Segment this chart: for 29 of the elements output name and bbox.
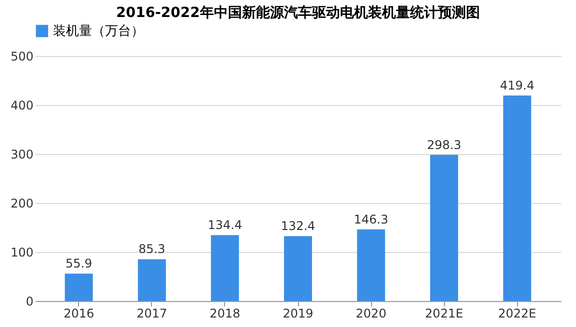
x-tick-label: 2018	[210, 306, 240, 320]
bar	[210, 235, 239, 301]
legend-label: 装机量（万台）	[53, 24, 144, 39]
y-tick-label: 200	[10, 196, 34, 210]
x-tick-label: 2022E	[498, 306, 536, 320]
y-tick-label: 500	[10, 50, 34, 64]
x-tick-label: 2017	[136, 306, 168, 320]
data-label: 55.9	[65, 256, 92, 271]
x-tick-label: 2020	[356, 306, 386, 320]
y-tick-label: 100	[10, 246, 34, 260]
data-label: 298.3	[426, 138, 462, 152]
chart-title: 2016-2022年中国新能源汽车驱动电机装机量统计预测图	[116, 4, 480, 21]
bar	[357, 229, 386, 301]
bar	[284, 236, 312, 301]
data-label: 146.3	[354, 212, 388, 226]
bar	[430, 154, 458, 301]
x-tick-label: 2021E	[425, 306, 464, 320]
data-label: 132.4	[280, 219, 316, 234]
x-tick-label: 2016	[64, 306, 94, 320]
bar	[503, 95, 532, 301]
y-tick-label: 400	[10, 98, 34, 112]
y-tick-label: 300	[10, 148, 34, 162]
x-tick-label: 2019	[282, 306, 314, 320]
data-label: 419.4	[500, 78, 534, 92]
bar	[64, 274, 93, 301]
y-tick-label: 0	[26, 294, 34, 308]
bar	[138, 259, 166, 301]
data-label: 134.4	[208, 218, 242, 232]
data-label: 85.3	[138, 242, 166, 256]
